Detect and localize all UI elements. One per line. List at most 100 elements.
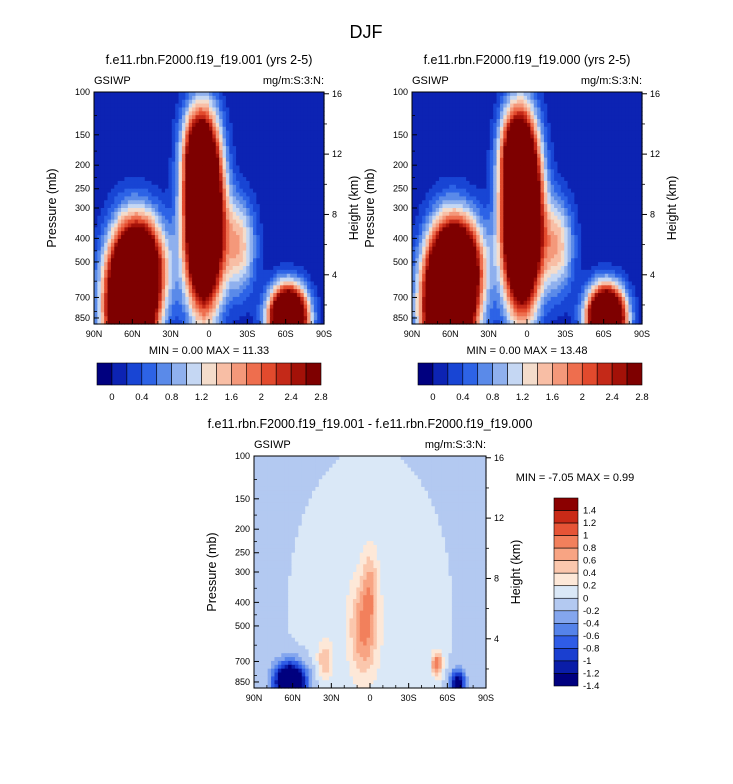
- heatmap-cell: [310, 304, 315, 310]
- heatmap-cell: [212, 238, 217, 244]
- heatmap-cell: [222, 115, 227, 120]
- heatmap-cell: [222, 111, 227, 116]
- heatmap-cell: [127, 300, 132, 306]
- heatmap-cell: [222, 246, 227, 252]
- heatmap-cell: [452, 126, 457, 132]
- heatmap-cell: [222, 223, 227, 228]
- heatmap-cell: [269, 138, 274, 143]
- heatmap-cell: [296, 103, 301, 109]
- heatmap-cell: [239, 146, 244, 151]
- heatmap-cell: [104, 254, 109, 259]
- heatmap-cell: [290, 296, 295, 302]
- heatmap-cell: [493, 115, 498, 120]
- heatmap-cell: [222, 169, 227, 174]
- heatmap-cell: [246, 107, 251, 112]
- heatmap-cell: [141, 242, 146, 248]
- heatmap-cell: [263, 142, 268, 147]
- heatmap-cell: [124, 157, 129, 163]
- heatmap-cell: [232, 304, 237, 310]
- heatmap-cell: [175, 130, 180, 136]
- heatmap-cell: [513, 130, 518, 136]
- heatmap-cell: [202, 161, 207, 167]
- heatmap-cell: [215, 227, 220, 232]
- heatmap-cell: [614, 99, 619, 105]
- heatmap-cell: [158, 115, 163, 120]
- heatmap-cell: [310, 266, 315, 271]
- heatmap-cell: [188, 246, 193, 252]
- heatmap-cell: [205, 103, 210, 109]
- heatmap-cell: [134, 107, 139, 112]
- heatmap-cell: [171, 227, 176, 232]
- heatmap-cell: [307, 115, 312, 120]
- heatmap-cell: [300, 196, 305, 201]
- heatmap-cell: [269, 126, 274, 132]
- heatmap-cell: [263, 157, 268, 163]
- heatmap-cell: [137, 196, 142, 201]
- heatmap-cell: [117, 254, 122, 259]
- heatmap-cell: [225, 200, 230, 205]
- heatmap-cell: [242, 285, 247, 290]
- heatmap-cell: [601, 95, 606, 101]
- heatmap-cell: [239, 238, 244, 244]
- heatmap-cell: [476, 134, 481, 139]
- heatmap-cell: [114, 177, 119, 182]
- heatmap-cell: [185, 204, 190, 209]
- heatmap-cell: [202, 130, 207, 136]
- heatmap-cell: [300, 254, 305, 259]
- heatmap-cell: [165, 304, 170, 310]
- heatmap-cell: [317, 223, 322, 228]
- heatmap-cell: [215, 150, 220, 155]
- heatmap-cell: [283, 269, 288, 275]
- heatmap-cell: [127, 165, 132, 170]
- heatmap-cell: [148, 208, 153, 213]
- heatmap-cell: [236, 300, 241, 306]
- heatmap-cell: [276, 254, 281, 259]
- heatmap-cell: [181, 308, 186, 313]
- heatmap-cell: [202, 119, 207, 124]
- heatmap-cell: [222, 211, 227, 217]
- heatmap-cell: [246, 262, 251, 267]
- heatmap-cell: [286, 296, 291, 302]
- heatmap-cell: [175, 196, 180, 201]
- heatmap-cell: [455, 107, 460, 112]
- heatmap-cell: [100, 254, 105, 259]
- heatmap-cell: [229, 285, 234, 290]
- heatmap-cell: [202, 296, 207, 302]
- heatmap-cell: [256, 219, 261, 225]
- heatmap-cell: [283, 227, 288, 232]
- heatmap-cell: [219, 107, 224, 112]
- heatmap-cell: [151, 277, 156, 283]
- heatmap-cell: [489, 119, 494, 124]
- heatmap-cell: [104, 146, 109, 151]
- heatmap-cell: [195, 180, 200, 186]
- heatmap-cell: [181, 227, 186, 232]
- heatmap-cell: [533, 130, 538, 136]
- heatmap-cell: [310, 188, 315, 194]
- heatmap-cell: [276, 277, 281, 283]
- heatmap-cell: [168, 169, 173, 174]
- heatmap-cell: [117, 126, 122, 132]
- heatmap-cell: [276, 95, 281, 101]
- heatmap-cell: [259, 219, 264, 225]
- heatmap-cell: [310, 95, 315, 101]
- heatmap-cell: [168, 273, 173, 279]
- heatmap-cell: [269, 103, 274, 109]
- heatmap-cell: [154, 126, 159, 132]
- heatmap-cell: [280, 219, 285, 225]
- heatmap-cell: [611, 122, 616, 128]
- heatmap-cell: [280, 177, 285, 182]
- heatmap-cell: [236, 266, 241, 271]
- heatmap-cell: [530, 122, 535, 128]
- heatmap-cell: [94, 111, 98, 116]
- heatmap-cell: [148, 227, 153, 232]
- heatmap-cell: [110, 281, 115, 286]
- heatmap-cell: [127, 219, 132, 225]
- heatmap-cell: [256, 177, 261, 182]
- heatmap-cell: [554, 107, 559, 112]
- heatmap-cell: [225, 180, 230, 186]
- heatmap-cell: [317, 304, 322, 310]
- heatmap-cell: [252, 115, 257, 120]
- heatmap-cell: [236, 153, 241, 159]
- heatmap-cell: [168, 285, 173, 290]
